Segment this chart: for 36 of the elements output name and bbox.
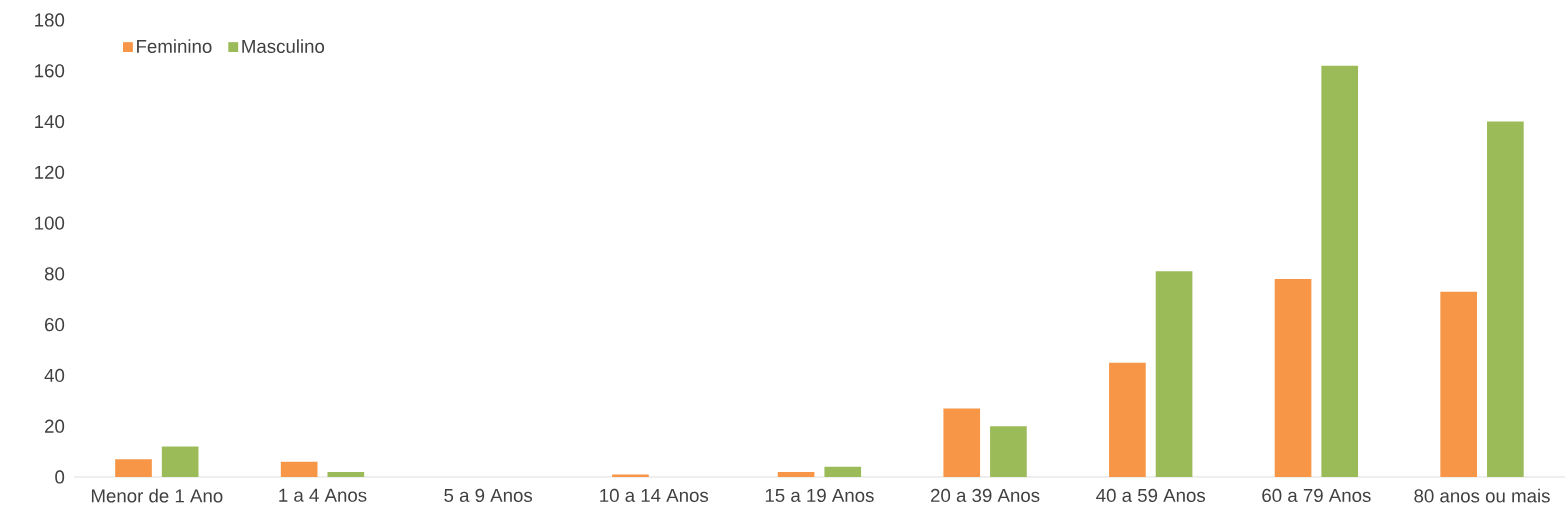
legend-label: Feminino xyxy=(137,39,212,54)
bar xyxy=(990,426,1027,477)
bar xyxy=(612,474,649,477)
bar xyxy=(161,446,199,477)
bar xyxy=(824,466,862,477)
y-tick-label: 160 xyxy=(35,64,65,78)
y-tick-label: 120 xyxy=(35,165,65,179)
bar xyxy=(1155,271,1193,477)
y-tick-label: 20 xyxy=(45,419,65,433)
x-tick-label: 20 a 39 Anos xyxy=(931,488,1040,503)
bar xyxy=(1321,65,1359,477)
bar xyxy=(1487,121,1524,477)
y-tick-label: 80 xyxy=(44,267,65,281)
y-tick-label: 0 xyxy=(55,470,65,484)
x-tick-label: 80 anos ou mais xyxy=(1414,488,1550,503)
y-tick-label: 100 xyxy=(35,216,65,230)
x-tick-label: 15 a 19 Anos xyxy=(765,488,874,503)
y-tick-label: 60 xyxy=(45,318,65,332)
x-tick-label: Menor de 1 Ano xyxy=(91,488,223,503)
bar xyxy=(943,408,981,477)
y-tick-label: 180 xyxy=(35,13,65,27)
bar xyxy=(280,461,318,477)
bar xyxy=(1109,362,1146,477)
x-tick-label: 10 a 14 Anos xyxy=(600,488,709,503)
y-tick-label: 140 xyxy=(35,114,65,129)
x-tick-label: 1 a 4 Anos xyxy=(279,488,367,502)
x-tick-label: 40 a 59 Anos xyxy=(1096,488,1206,503)
bar xyxy=(115,459,152,477)
bar xyxy=(327,471,365,477)
bar xyxy=(1440,291,1478,477)
bar xyxy=(1274,278,1312,477)
x-tick-label: 5 a 9 Anos xyxy=(444,488,533,503)
legend-label: Masculino xyxy=(242,39,325,54)
x-tick-label: 60 a 79 Anos xyxy=(1262,488,1371,503)
y-tick-label: 40 xyxy=(44,368,65,383)
bar xyxy=(777,471,815,477)
